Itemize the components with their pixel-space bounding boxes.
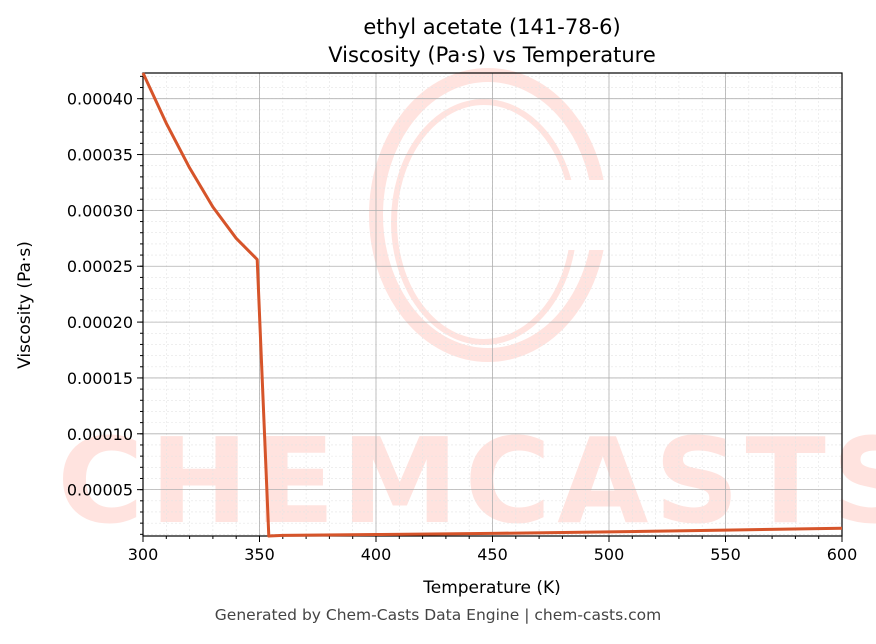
x-tick-label: 500 [594, 545, 625, 564]
x-tick-label: 450 [477, 545, 508, 564]
y-axis-label: Viscosity (Pa·s) [15, 241, 35, 369]
y-tick-label: 0.00025 [67, 257, 133, 276]
chart: CHEMCASTS 300 350 400 450 500 550 600 0.000050… [15, 15, 876, 598]
chart-subtitle: Viscosity (Pa·s) vs Temperature [328, 43, 656, 67]
y-tick-label: 0.00035 [67, 146, 133, 165]
y-tick-label: 0.00020 [67, 313, 133, 332]
y-tick-label: 0.00040 [67, 90, 133, 109]
plot-frame [142, 72, 843, 537]
y-tick-label: 0.00015 [67, 369, 133, 388]
grid [142, 73, 843, 536]
x-tick-label: 400 [361, 545, 392, 564]
x-axis-label: Temperature (K) [422, 578, 561, 598]
x-tick-label: 550 [710, 545, 741, 564]
y-tick-label: 0.00030 [67, 201, 133, 220]
watermark-logo: CHEMCASTS [57, 68, 876, 550]
x-tick-label: 600 [827, 545, 858, 564]
y-tick-label: 0.00010 [67, 425, 133, 444]
x-tick-label: 300 [128, 545, 159, 564]
footer-credit: Generated by Chem-Casts Data Engine | ch… [214, 606, 662, 624]
chart-title: ethyl acetate (141-78-6) [363, 15, 620, 39]
x-tick-label: 350 [244, 545, 275, 564]
watermark-text: CHEMCASTS [57, 412, 876, 550]
y-tick-label: 0.00005 [67, 481, 133, 500]
x-tick-labels: 300 350 400 450 500 550 600 [128, 545, 858, 564]
series-line [141, 72, 843, 538]
y-tick-labels: 0.00005 0.00010 0.00015 0.00020 0.00025 0.000… [67, 90, 133, 500]
